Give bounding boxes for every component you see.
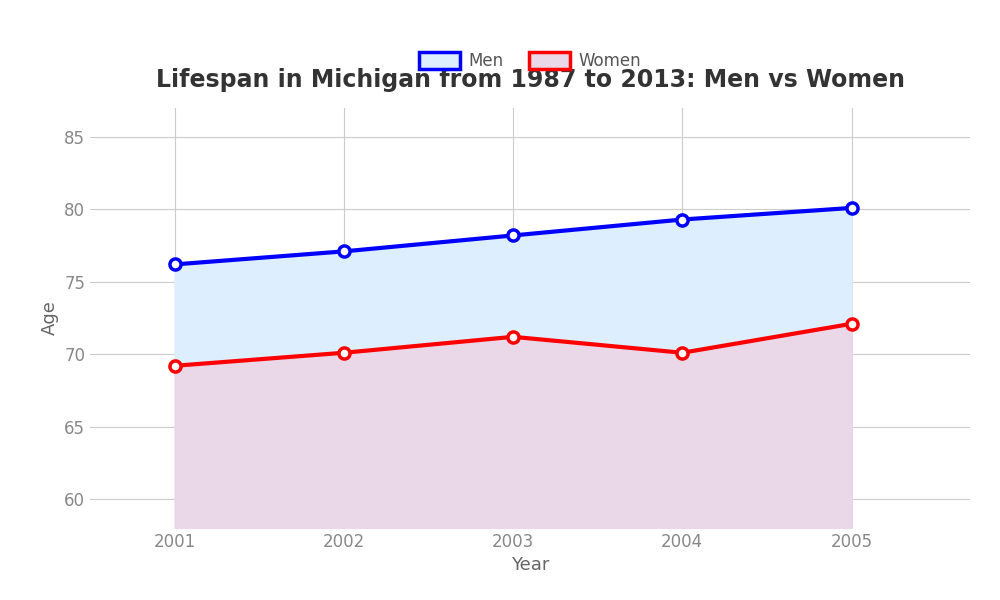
Y-axis label: Age: Age bbox=[41, 301, 59, 335]
Legend: Men, Women: Men, Women bbox=[412, 45, 648, 76]
X-axis label: Year: Year bbox=[511, 556, 549, 574]
Title: Lifespan in Michigan from 1987 to 2013: Men vs Women: Lifespan in Michigan from 1987 to 2013: … bbox=[156, 68, 904, 92]
